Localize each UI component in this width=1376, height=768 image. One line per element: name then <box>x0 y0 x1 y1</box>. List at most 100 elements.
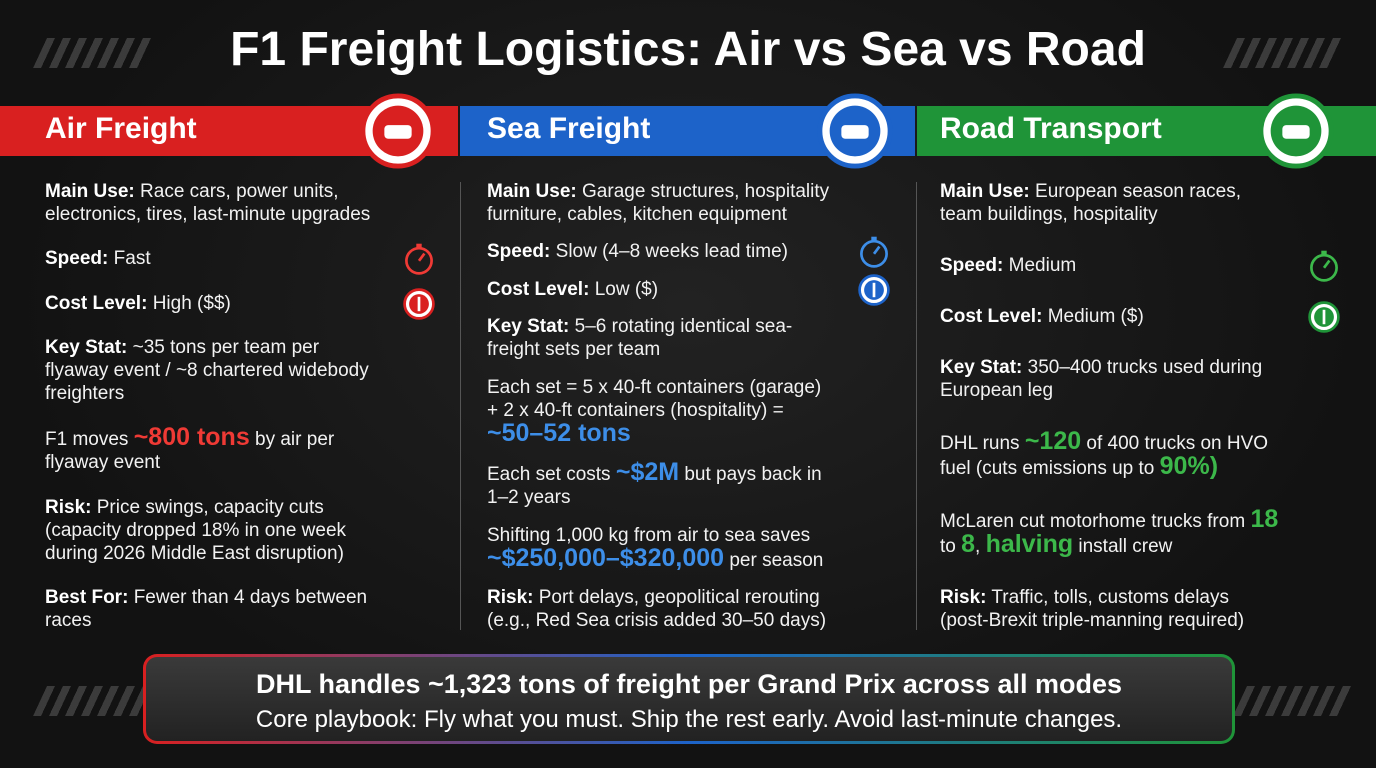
info-row: Key Stat: ~35 tons per team per flyaway … <box>45 336 437 405</box>
header-title: Road Transport <box>940 112 1162 145</box>
info-row: McLaren cut motorhome trucks from 18 to … <box>940 505 1342 558</box>
row-text: per season <box>724 549 824 571</box>
clock-face <box>405 247 433 276</box>
clock-icon <box>860 237 888 269</box>
row-text: Price swings, capacity cuts (capacity dr… <box>45 496 347 564</box>
clock-crown <box>416 244 422 248</box>
row-label: Key Stat: <box>45 336 128 358</box>
coin-icon <box>858 274 890 306</box>
title: F1 Freight Logistics: Air vs Sea vs Road <box>230 23 1146 76</box>
highlight: halving <box>985 530 1074 558</box>
header-title: Air Freight <box>45 112 197 145</box>
highlight: 8 <box>961 530 976 558</box>
info-row: Shifting 1,000 kg from air to sea saves … <box>487 524 892 572</box>
row-label: Speed: <box>487 241 551 263</box>
row-text: DHL runs <box>940 433 1025 454</box>
highlight: ~$250,000–$320,000 <box>487 543 725 572</box>
row-text: 350–400 trucks used during European leg <box>940 357 1263 401</box>
row-text: Traffic, tolls, customs delays (post-Bre… <box>940 587 1245 631</box>
row-text: Medium ($) <box>1047 306 1144 327</box>
row-label: Main Use: <box>487 181 577 202</box>
info-row: Main Use: European season races, team bu… <box>940 180 1342 226</box>
checkered-flag <box>1233 686 1357 716</box>
row-text: European season races, team buildings, h… <box>940 181 1241 225</box>
row-text: Slow (4–8 weeks lead time) <box>555 241 788 263</box>
header-icon <box>360 93 436 169</box>
row-text: Fewer than 4 days between races <box>45 586 368 631</box>
info-row: F1 moves ~800 tons by air per flyaway ev… <box>45 423 437 474</box>
row-label: Cost Level: <box>487 278 590 300</box>
row-label: Main Use: <box>940 181 1030 202</box>
row-text: , <box>975 536 986 557</box>
header-title: Sea Freight <box>487 112 651 145</box>
info-row: Each set = 5 x 40-ft containers (garage)… <box>487 376 892 447</box>
row-text: 5–6 rotating identical sea-freight sets … <box>487 316 793 361</box>
header-icon <box>817 93 893 169</box>
row-label: Risk: <box>940 587 987 608</box>
clock-face <box>1310 253 1338 282</box>
icon-glyph <box>1282 125 1310 139</box>
row-label: Speed: <box>45 248 109 270</box>
row-text: of 400 trucks on HVO fuel (cuts emission… <box>940 433 1269 479</box>
footer-inner: DHL handles ~1,323 tons of freight per G… <box>146 657 1232 741</box>
row-text: Low ($) <box>594 278 659 300</box>
row-text: McLaren cut motorhome trucks from <box>940 511 1251 532</box>
row-label: Key Stat: <box>487 316 570 338</box>
row-text: High ($$) <box>152 292 231 314</box>
clock-icon <box>405 244 433 276</box>
row-text: Port delays, geopolitical rerouting (e.g… <box>487 586 827 631</box>
clock-hand <box>1322 259 1331 269</box>
row-text: by air per flyaway event <box>45 429 335 474</box>
info-row: Cost Level: High ($$) <box>45 287 437 320</box>
clock-hand <box>417 253 426 262</box>
clock-crown <box>871 237 877 241</box>
divider <box>916 182 917 630</box>
row-text: Shifting 1,000 kg from air to sea saves <box>487 524 811 546</box>
coin-icon <box>1308 301 1340 333</box>
row-label: Best For: <box>45 586 129 608</box>
icon-glyph <box>841 125 869 139</box>
row-text: Garage structures, hospitality furniture… <box>487 181 830 225</box>
clock-hand <box>872 246 881 256</box>
info-row: Speed: Medium <box>940 250 1342 282</box>
row-text: install crew <box>1073 536 1173 557</box>
highlight: ~800 tons <box>133 423 250 452</box>
footer-subline: Core playbook: Fly what you must. Ship t… <box>255 706 1123 733</box>
clock-icon <box>1310 250 1338 282</box>
info-row: DHL runs ~120 of 400 trucks on HVO fuel … <box>940 427 1342 480</box>
highlight: 18 <box>1250 505 1279 533</box>
footer-box: DHL handles ~1,323 tons of freight per G… <box>143 654 1235 744</box>
header-icon <box>1258 93 1334 169</box>
highlight: 90%) <box>1159 452 1219 480</box>
row-text: but pays back in 1–2 years <box>487 464 822 509</box>
row-text: Medium <box>1008 255 1077 276</box>
info-row: Key Stat: 5–6 rotating identical sea-fre… <box>487 315 892 361</box>
checkered-flag <box>33 686 157 716</box>
row-text: Each set = 5 x 40-ft containers (garage)… <box>487 376 822 421</box>
row-text: Each set costs <box>487 464 616 486</box>
highlight: ~120 <box>1024 427 1082 455</box>
info-row: Main Use: Garage structures, hospitality… <box>487 180 892 226</box>
clock-crown <box>1321 250 1327 255</box>
info-row: Risk: Traffic, tolls, customs delays (po… <box>940 586 1342 632</box>
row-text: F1 moves <box>45 429 134 451</box>
clock-face <box>860 240 888 269</box>
column: Main Use: European season races, team bu… <box>940 180 1342 632</box>
footer-headline: DHL handles ~1,323 tons of freight per G… <box>255 669 1123 699</box>
row-text: Race cars, power units, electronics, tir… <box>45 181 371 225</box>
info-row: Risk: Price swings, capacity cuts (capac… <box>45 496 437 565</box>
row-label: Risk: <box>487 586 534 608</box>
column: Main Use: Race cars, power units, electr… <box>45 180 437 632</box>
info-row: Cost Level: Low ($) <box>487 274 892 306</box>
column: Main Use: Garage structures, hospitality… <box>487 180 892 632</box>
info-row: Cost Level: Medium ($) <box>940 301 1342 333</box>
row-text: Fast <box>113 248 151 270</box>
divider <box>460 182 461 630</box>
icon-glyph <box>384 125 412 139</box>
row-label: Key Stat: <box>940 357 1023 378</box>
info-row: Best For: Fewer than 4 days between race… <box>45 586 437 632</box>
row-text: ~35 tons per team per flyaway event / ~8… <box>45 336 369 404</box>
row-label: Risk: <box>45 496 92 518</box>
row-label: Main Use: <box>45 181 135 202</box>
